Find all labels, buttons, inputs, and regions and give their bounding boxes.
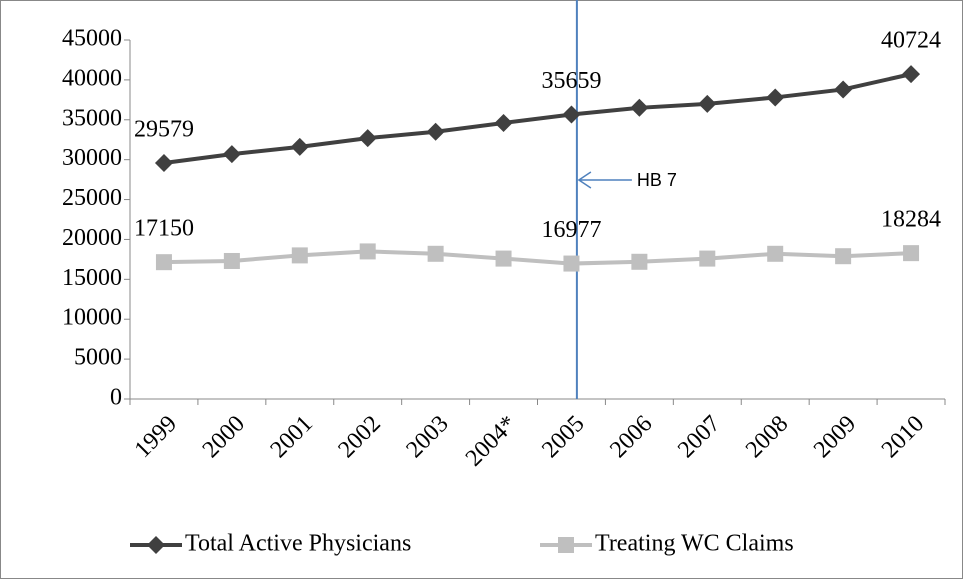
- point: [767, 245, 784, 262]
- x-tick-label: 2007: [673, 411, 725, 463]
- x-tick-label: 2008: [741, 411, 793, 463]
- point: [631, 253, 648, 270]
- point: [358, 129, 377, 148]
- series-line: [163, 72, 912, 166]
- legend-label: Total Active Physicians: [185, 531, 411, 557]
- point: [223, 252, 240, 269]
- point: [495, 250, 512, 267]
- x-tick-label: 2001: [266, 411, 318, 463]
- point: [699, 250, 716, 267]
- y-tick-label: 35000: [62, 105, 122, 131]
- series-line: [163, 249, 912, 266]
- x-tick-label: 2006: [605, 411, 657, 463]
- point: [903, 245, 920, 262]
- annotation-arrow: [577, 171, 632, 189]
- y-tick-label: 0: [110, 385, 122, 411]
- x-tick-label: 2005: [537, 411, 589, 463]
- data-label: 16977: [541, 217, 601, 243]
- point: [291, 247, 308, 264]
- legend-marker: [147, 536, 165, 554]
- point: [155, 254, 172, 271]
- x-tick-label: 2010: [877, 411, 929, 463]
- y-tick-label: 15000: [62, 265, 122, 291]
- data-label: 35659: [541, 68, 601, 94]
- x-tick-label: 2004*: [461, 411, 522, 472]
- x-tick-label: 1999: [130, 411, 182, 463]
- point: [834, 80, 853, 99]
- point: [494, 113, 513, 132]
- y-tick-label: 20000: [62, 225, 122, 251]
- point: [766, 88, 785, 107]
- point: [698, 94, 717, 113]
- point: [630, 98, 649, 117]
- point: [835, 248, 852, 265]
- legend-marker: [558, 537, 574, 553]
- x-tick-label: 2000: [198, 411, 250, 463]
- point: [359, 243, 376, 260]
- y-tick-label: 25000: [62, 185, 122, 211]
- point: [902, 65, 921, 84]
- data-label: 40724: [881, 28, 941, 54]
- data-label: 18284: [881, 207, 941, 233]
- point: [222, 145, 241, 164]
- point: [426, 122, 445, 141]
- point: [154, 154, 173, 173]
- point: [563, 255, 580, 272]
- data-label: 29579: [134, 117, 194, 143]
- legend-label: Treating WC Claims: [595, 531, 794, 557]
- x-tick-label: 2009: [809, 411, 861, 463]
- x-tick-label: 2003: [401, 411, 453, 463]
- y-tick-label: 10000: [62, 305, 122, 331]
- data-label: 17150: [134, 216, 194, 242]
- y-tick-label: 30000: [62, 145, 122, 171]
- y-tick-label: 45000: [62, 26, 122, 52]
- y-tick-label: 5000: [74, 345, 122, 371]
- point: [562, 105, 581, 124]
- annotation-text: HB 7: [637, 170, 677, 190]
- y-tick-label: 40000: [62, 65, 122, 91]
- point: [427, 245, 444, 262]
- x-tick-label: 2002: [334, 411, 386, 463]
- point: [290, 137, 309, 156]
